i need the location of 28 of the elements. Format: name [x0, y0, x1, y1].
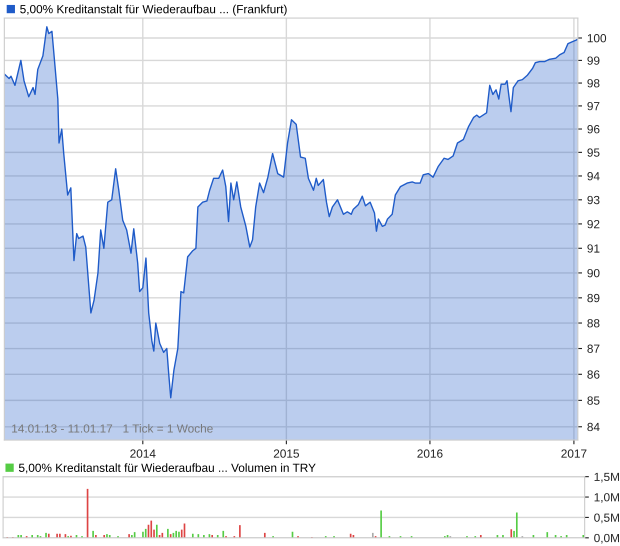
annotation: 14.01.13 - 11.01.17 1 Tick = 1 Woche	[12, 424, 213, 433]
y-tick-label: 1,0M	[594, 493, 619, 503]
x-tick-label: 2015	[274, 449, 300, 458]
y-tick-label: 94	[587, 172, 600, 180]
y-tick-label: 90	[587, 268, 600, 278]
y-tick-label: 91	[587, 244, 600, 253]
y-tick-label: 97	[587, 102, 600, 110]
x-tick-label: 2016	[417, 449, 443, 458]
y-tick-label: 85	[587, 396, 600, 405]
x-tick-label: 2014	[130, 449, 156, 458]
y-tick-label: 1,5M	[594, 472, 619, 482]
y-tick-label: 0,0M	[594, 534, 619, 544]
y-tick-label: 99	[587, 56, 600, 65]
y-tick-label: 84	[587, 422, 600, 432]
y-tick-label: 95	[587, 148, 600, 157]
legend-label: 5,00% Kreditanstalt für Wiederaufbau ... Volumen in TRY	[18, 463, 316, 474]
y-tick-label: 100	[588, 34, 606, 42]
y-tick-label: 88	[587, 319, 600, 328]
y-tick-label: 89	[587, 294, 600, 302]
y-tick-label: 98	[587, 79, 600, 88]
y-tick-label: 92	[587, 220, 600, 228]
x-tick-label: 2017	[561, 449, 586, 458]
y-tick-label: 96	[587, 125, 600, 134]
y-tick-label: 93	[587, 196, 600, 204]
legend-label: 5,00% Kreditanstalt für Wiederaufbau ... (Frankfurt)	[20, 4, 287, 16]
y-tick-label: 86	[587, 370, 600, 379]
y-tick-label: 87	[587, 344, 600, 353]
y-tick-label: 0,5M	[594, 513, 619, 524]
